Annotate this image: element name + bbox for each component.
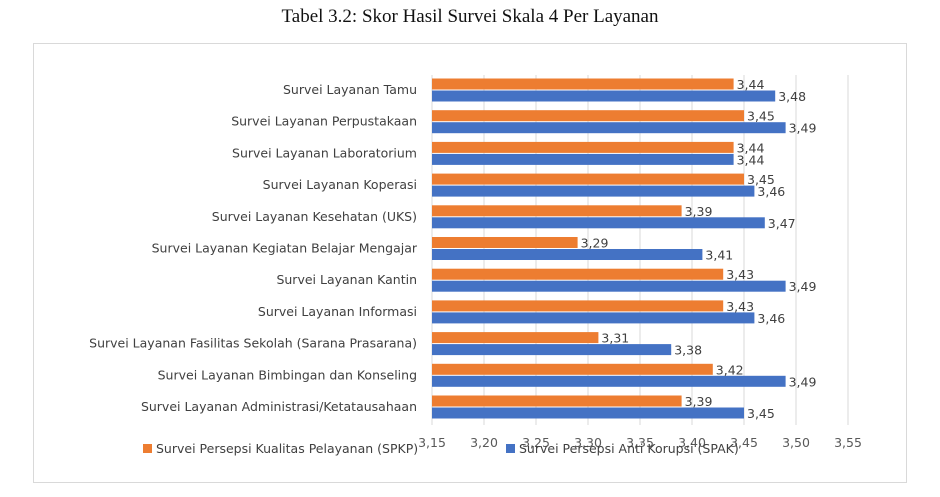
- data-labels: 3,443,483,453,493,443,443,453,463,393,47…: [581, 77, 817, 421]
- x-tick-label: 3,55: [834, 435, 862, 450]
- bar-spkp: [432, 237, 578, 248]
- x-tick-label: 3,25: [522, 435, 550, 450]
- bar-spak: [432, 249, 703, 260]
- bar-spkp: [432, 205, 682, 217]
- bar-spkp: [432, 300, 724, 312]
- category-label: Survei Layanan Informasi: [258, 304, 417, 319]
- bar-spak: [432, 122, 786, 134]
- x-tick-label: 3,15: [418, 435, 446, 450]
- data-label-spkp: 3,45: [747, 109, 775, 124]
- category-label: Survei Layanan Kegiatan Belajar Mengajar: [152, 241, 418, 256]
- data-label-spak: 3,46: [757, 311, 785, 326]
- bar-spkp: [432, 395, 682, 407]
- bar-spkp: [432, 268, 724, 280]
- data-label-spak: 3,48: [778, 89, 806, 104]
- category-label: Survei Layanan Laboratorium: [232, 145, 417, 160]
- bar-spak: [432, 375, 786, 387]
- bars: [432, 78, 786, 419]
- bar-spkp: [432, 363, 713, 375]
- x-tick-label: 3,35: [626, 435, 654, 450]
- bar-spak: [432, 312, 755, 324]
- x-tick-label: 3,45: [730, 435, 758, 450]
- category-label: Survei Layanan Koperasi: [263, 177, 417, 192]
- data-label-spkp: 3,44: [737, 140, 765, 155]
- bar-spak: [432, 407, 744, 419]
- bar-spkp: [432, 110, 744, 122]
- chart-caption: Tabel 3.2: Skor Hasil Survei Skala 4 Per…: [281, 6, 659, 27]
- category-labels: Survei Layanan Tamu Survei Layanan Perpus…: [89, 82, 418, 414]
- data-label-spkp: 3,39: [685, 394, 713, 409]
- category-label: Survei Layanan Kesehatan (UKS): [212, 209, 417, 224]
- x-tick-labels: 3,15 3,20 3,25 3,30 3,35 3,40 3,45 3,50 3,55: [418, 435, 862, 450]
- bar-spak: [432, 185, 755, 197]
- data-label-spkp: 3,43: [726, 267, 754, 282]
- data-label-spkp: 3,31: [601, 331, 629, 346]
- legend-label: Survei Persepsi Kualitas Pelayanan (SPKP…: [156, 441, 418, 456]
- legend-item-spak: Survei Persepsi Anti Korupsi (SPAK): [506, 441, 739, 456]
- data-label-spkp: 3,45: [747, 172, 775, 187]
- data-label-spak: 3,49: [789, 374, 817, 389]
- bar-spkp: [432, 141, 734, 153]
- x-tick-label: 3,30: [574, 435, 602, 450]
- bar-spkp: [432, 173, 744, 185]
- data-label-spkp: 3,43: [726, 299, 754, 314]
- data-label-spkp: 3,29: [581, 236, 609, 251]
- legend-label: Survei Persepsi Anti Korupsi (SPAK): [519, 441, 739, 456]
- category-label: Survei Layanan Administrasi/Ketatausahaa…: [141, 399, 417, 414]
- bar-spak: [432, 90, 776, 102]
- data-label-spkp: 3,44: [737, 77, 765, 92]
- data-label-spak: 3,49: [789, 279, 817, 294]
- legend-swatch: [143, 444, 152, 453]
- x-tick-label: 3,20: [470, 435, 498, 450]
- x-tick-label: 3,40: [678, 435, 706, 450]
- bar-spak: [432, 153, 734, 165]
- x-tick-label: 3,50: [782, 435, 810, 450]
- data-label-spak: 3,38: [674, 343, 702, 358]
- data-label-spak: 3,44: [737, 152, 765, 167]
- legend: Survei Persepsi Kualitas Pelayanan (SPKP…: [143, 441, 739, 456]
- legend-swatch: [506, 444, 515, 453]
- category-label: Survei Layanan Perpustakaan: [231, 114, 417, 129]
- bar-spak: [432, 344, 672, 356]
- data-label-spak: 3,49: [789, 121, 817, 136]
- bar-spak: [432, 217, 765, 229]
- legend-item-spkp: Survei Persepsi Kualitas Pelayanan (SPKP…: [143, 441, 418, 456]
- data-label-spak: 3,45: [747, 406, 775, 421]
- data-label-spkp: 3,39: [685, 204, 713, 219]
- data-label-spkp: 3,42: [716, 362, 744, 377]
- data-label-spak: 3,41: [705, 248, 733, 263]
- category-label: Survei Layanan Fasilitas Sekolah (Sarana…: [89, 336, 417, 351]
- bar-spkp: [432, 78, 734, 90]
- category-label: Survei Layanan Bimbingan dan Konseling: [158, 367, 417, 382]
- category-label: Survei Layanan Kantin: [276, 272, 417, 287]
- data-label-spak: 3,47: [768, 216, 796, 231]
- bar-spak: [432, 280, 786, 292]
- category-label: Survei Layanan Tamu: [283, 82, 417, 97]
- bar-spkp: [432, 332, 599, 344]
- data-label-spak: 3,46: [757, 184, 785, 199]
